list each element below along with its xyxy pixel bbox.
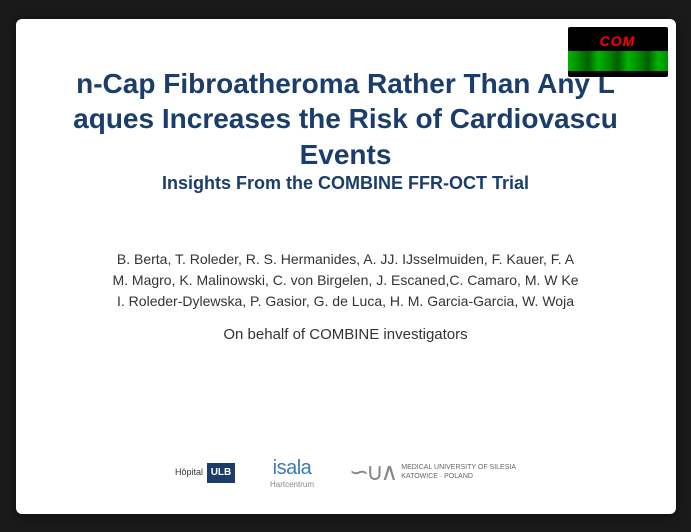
authors-line-1: B. Berta, T. Roleder, R. S. Hermanides, … (26, 249, 666, 270)
title-line-2: aques Increases the Risk of Cardiovascu (16, 102, 676, 136)
badge-waveform-graphic (568, 51, 668, 71)
logo-isala-main: isala (270, 457, 314, 480)
badge-label: COM (600, 33, 636, 49)
logo-isala: isala Hartcentrum (270, 457, 314, 489)
authors-line-3: I. Roleder-Dylewska, P. Gasior, G. de Lu… (26, 291, 666, 312)
trial-logo-badge: COM (568, 27, 668, 77)
authors-line-2: M. Magro, K. Malinowski, C. von Birgelen… (26, 270, 666, 291)
subtitle: Insights From the COMBINE FFR-OCT Trial (16, 173, 676, 194)
affiliation-logos: Hôpital ULB isala Hartcentrum ∽∪∧ MEDICA… (16, 457, 676, 489)
logo-hospital-box: ULB (207, 463, 235, 483)
logo-hospital: Hôpital ULB (175, 463, 235, 483)
logo-medical-text: MEDICAL UNIVERSITY OF SILESIA KATOWICE ·… (401, 464, 516, 481)
title-line-3: Events (16, 138, 676, 172)
logo-medical-university: ∽∪∧ MEDICAL UNIVERSITY OF SILESIA KATOWI… (349, 458, 516, 487)
presentation-slide: COM n-Cap Fibroatheroma Rather Than Any … (16, 19, 676, 514)
logo-hospital-text: Hôpital (175, 468, 203, 478)
logo-medical-symbol: ∽∪∧ (349, 458, 395, 487)
logo-isala-sub: Hartcentrum (270, 480, 314, 489)
authors-block: B. Berta, T. Roleder, R. S. Hermanides, … (16, 249, 676, 343)
logo-medical-line2: KATOWICE · POLAND (401, 473, 516, 481)
logo-medical-line1: MEDICAL UNIVERSITY OF SILESIA (401, 464, 516, 472)
behalf-line: On behalf of COMBINE investigators (26, 326, 666, 343)
